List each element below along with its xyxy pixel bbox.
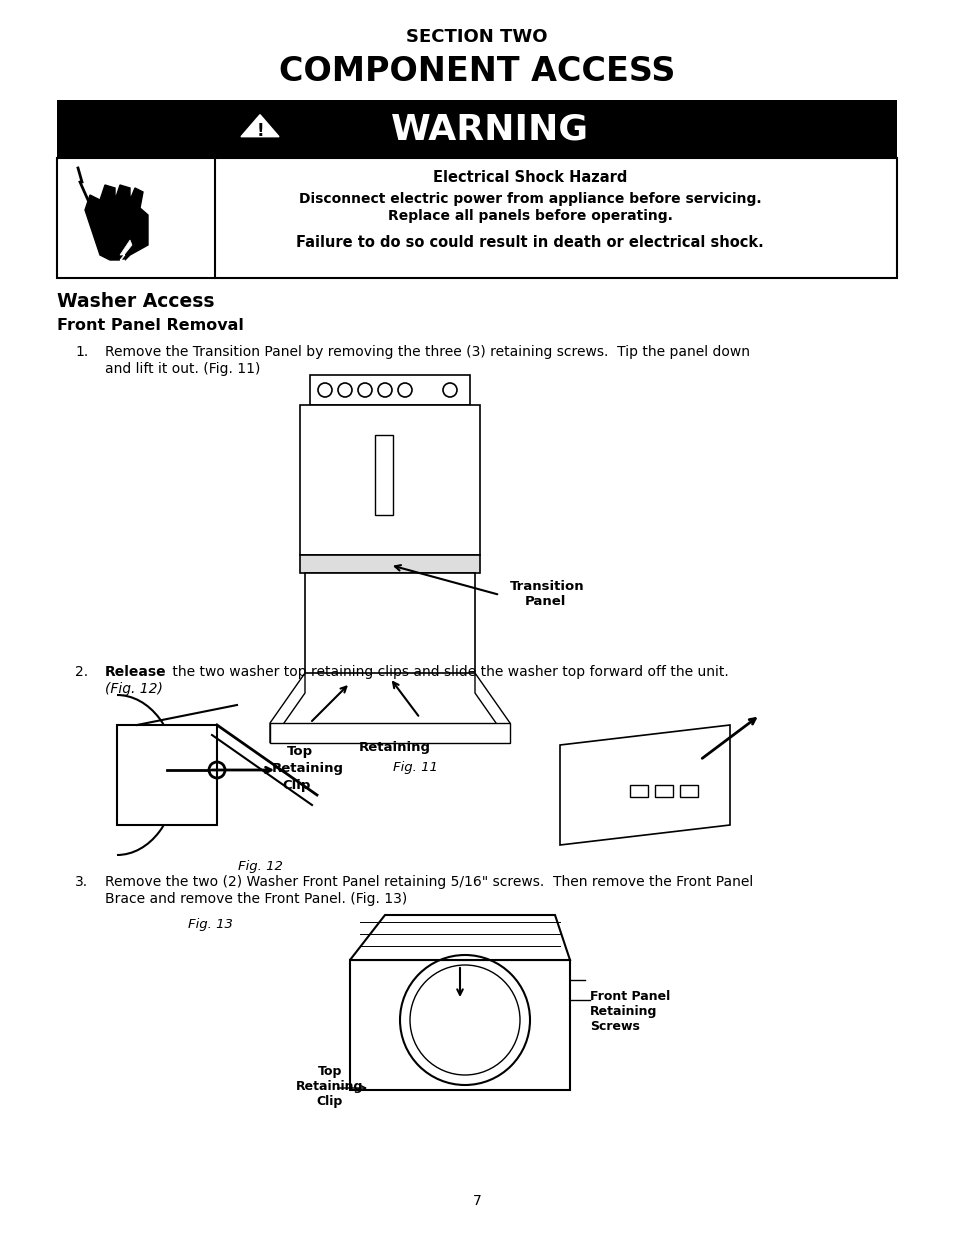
Text: COMPONENT ACCESS: COMPONENT ACCESS <box>278 54 675 88</box>
Polygon shape <box>350 915 569 959</box>
Polygon shape <box>112 240 132 272</box>
Bar <box>57 158 896 279</box>
Text: Remove the Transition Panel by removing the three (3) retaining screws.  Tip the: Remove the Transition Panel by removing … <box>105 345 749 359</box>
Text: Release: Release <box>105 665 167 678</box>
Bar <box>57 100 896 158</box>
Polygon shape <box>475 673 510 743</box>
Text: Remove the two (2) Washer Front Panel retaining 5/16" screws.  Then remove the F: Remove the two (2) Washer Front Panel re… <box>105 875 753 889</box>
Text: and lift it out. (Fig. 11): and lift it out. (Fig. 11) <box>105 361 260 376</box>
Bar <box>350 959 569 1089</box>
Text: Top: Top <box>287 745 313 758</box>
Text: 2.: 2. <box>75 665 88 678</box>
Text: SECTION TWO: SECTION TWO <box>406 28 547 46</box>
Bar <box>299 405 479 555</box>
Text: Disconnect electric power from appliance before servicing.: Disconnect electric power from appliance… <box>298 192 760 206</box>
Bar <box>270 723 510 743</box>
Text: 3.: 3. <box>75 875 88 889</box>
Bar <box>679 785 698 797</box>
Text: 1.: 1. <box>75 345 89 359</box>
Bar <box>375 435 393 515</box>
Text: Fig. 11: Fig. 11 <box>392 761 437 774</box>
Polygon shape <box>241 115 278 136</box>
Text: Fig. 13: Fig. 13 <box>188 919 233 931</box>
Bar <box>305 573 475 673</box>
Text: Replace all panels before operating.: Replace all panels before operating. <box>387 209 672 223</box>
Text: Front Panel: Front Panel <box>589 990 670 1003</box>
Text: Clip: Clip <box>282 779 310 792</box>
Polygon shape <box>270 673 305 743</box>
Polygon shape <box>559 725 729 846</box>
Text: Retaining: Retaining <box>589 1005 657 1018</box>
Bar <box>655 785 672 797</box>
Text: Panel: Panel <box>524 595 566 608</box>
Bar <box>629 785 647 797</box>
Bar <box>310 375 470 405</box>
Text: Failure to do so could result in death or electrical shock.: Failure to do so could result in death o… <box>295 235 763 250</box>
Text: Electrical Shock Hazard: Electrical Shock Hazard <box>433 170 626 184</box>
Bar <box>299 555 479 573</box>
Text: Front Panel Removal: Front Panel Removal <box>57 318 244 333</box>
Text: Brace and remove the Front Panel. (Fig. 13): Brace and remove the Front Panel. (Fig. … <box>105 893 407 906</box>
Text: Washer Access: Washer Access <box>57 292 214 311</box>
Bar <box>117 725 216 825</box>
Text: the two washer top retaining clips and slide the washer top forward off the unit: the two washer top retaining clips and s… <box>168 665 728 678</box>
Text: Clip: Clip <box>316 1094 343 1108</box>
Text: Retaining: Retaining <box>296 1080 363 1093</box>
Text: Retaining: Retaining <box>358 742 431 754</box>
Text: Retaining: Retaining <box>272 763 344 775</box>
Polygon shape <box>85 184 148 260</box>
Text: (Fig. 12): (Fig. 12) <box>105 682 163 696</box>
Text: Fig. 12: Fig. 12 <box>237 860 282 873</box>
Text: WARNING: WARNING <box>391 111 588 146</box>
Text: 7: 7 <box>472 1193 481 1208</box>
Text: Top: Top <box>317 1065 342 1078</box>
Text: Transition: Transition <box>510 579 584 593</box>
Text: !: ! <box>256 123 264 140</box>
Text: Screws: Screws <box>589 1020 639 1032</box>
